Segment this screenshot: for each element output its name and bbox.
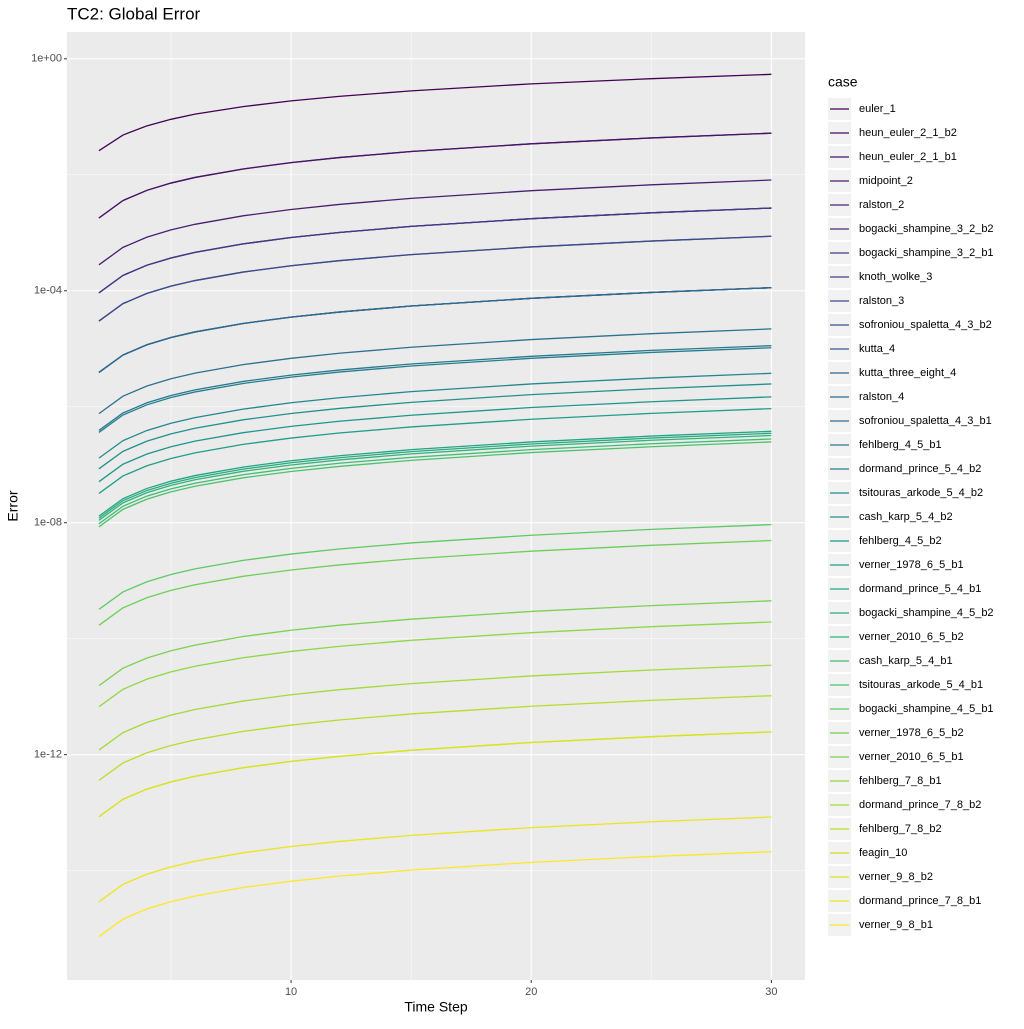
legend-label: dormand_prince_5_4_b2 (859, 463, 981, 475)
legend-label: dormand_prince_7_8_b1 (859, 895, 981, 907)
legend-label: verner_1978_6_5_b2 (859, 727, 964, 739)
grid (67, 32, 805, 980)
legend-label: feagin_10 (859, 847, 907, 859)
legend-label: cash_karp_5_4_b1 (859, 655, 953, 667)
legend-label: verner_2010_6_5_b1 (859, 751, 964, 763)
legend-label: heun_euler_2_1_b1 (859, 151, 957, 163)
legend-label: verner_9_8_b2 (859, 871, 933, 883)
legend-label: dormand_prince_5_4_b1 (859, 583, 981, 595)
x-tick-label: 20 (525, 986, 537, 998)
series-line (98, 621, 772, 708)
legend-label: kutta_4 (859, 343, 895, 355)
series-line (98, 287, 772, 373)
legend-title: case (828, 74, 858, 90)
legend-label: kutta_three_eight_4 (859, 367, 956, 379)
y-tick-label: 1e-08 (34, 517, 62, 529)
x-axis-label: Time Step (404, 999, 467, 1015)
legend-label: knoth_wolke_3 (859, 271, 932, 283)
axes: 1e+00 1e-04 1e-08 1e-12 10 20 30 (31, 53, 777, 998)
series-line (98, 372, 772, 459)
series-line (98, 600, 772, 687)
lines (98, 73, 772, 938)
y-tick-label: 1e-04 (34, 285, 62, 297)
legend-label: ralston_3 (859, 295, 904, 307)
legend-label: sofroniou_spaletta_4_3_b1 (859, 415, 992, 427)
legend-label: bogacki_shampine_3_2_b2 (859, 223, 994, 235)
series-line (98, 539, 772, 626)
plot-panel (67, 32, 805, 980)
legend-label: bogacki_shampine_4_5_b2 (859, 607, 994, 619)
series-line (98, 235, 772, 322)
legend-label: tsitouras_arkode_5_4_b1 (859, 679, 983, 691)
legend-label: bogacki_shampine_3_2_b1 (859, 247, 994, 259)
legend-label: tsitouras_arkode_5_4_b2 (859, 487, 983, 499)
y-tick-label: 1e-12 (34, 749, 62, 761)
legend-label: heun_euler_2_1_b2 (859, 127, 957, 139)
series-line (98, 432, 772, 519)
legend-label: verner_1978_6_5_b1 (859, 559, 964, 571)
legend-label: verner_2010_6_5_b2 (859, 631, 964, 643)
series-line (98, 207, 772, 294)
series-line (98, 664, 772, 751)
series-line (98, 731, 772, 818)
series-line (98, 345, 772, 431)
x-tick-label: 30 (765, 986, 777, 998)
series-line (98, 438, 772, 525)
series-line (98, 132, 772, 219)
series-line (98, 347, 772, 433)
series-line (98, 816, 772, 903)
series-line (98, 383, 772, 470)
series-line (98, 851, 772, 938)
legend-label: fehlberg_4_5_b1 (859, 439, 942, 451)
series-line (98, 695, 772, 781)
legend-label: dormand_prince_7_8_b2 (859, 799, 981, 811)
series-line (98, 430, 772, 517)
series-line (98, 328, 772, 415)
legend-label: fehlberg_4_5_b2 (859, 535, 942, 547)
legend-label: fehlberg_7_8_b2 (859, 823, 942, 835)
legend: euler_1 heun_euler_2_1_b2 heun_euler_2_1_b… (828, 98, 994, 936)
legend-label: euler_1 (859, 103, 896, 115)
chart-title: TC2: Global Error (67, 4, 201, 23)
series-line (98, 523, 772, 610)
y-tick-label: 1e+00 (31, 53, 62, 65)
legend-label: cash_karp_5_4_b2 (859, 511, 953, 523)
legend-label: midpoint_2 (859, 175, 913, 187)
y-axis-label: Error (5, 490, 21, 521)
legend-label: bogacki_shampine_4_5_b1 (859, 703, 994, 715)
legend-label: sofroniou_spaletta_4_3_b2 (859, 319, 992, 331)
series-line (98, 434, 772, 521)
series-line (98, 179, 772, 266)
series-line (98, 407, 772, 494)
series-line (98, 73, 772, 152)
series-line (98, 441, 772, 528)
legend-label: fehlberg_7_8_b1 (859, 775, 942, 787)
x-tick-label: 10 (285, 986, 297, 998)
series-line (98, 396, 772, 483)
legend-label: verner_9_8_b1 (859, 919, 933, 931)
legend-label: ralston_2 (859, 199, 904, 211)
legend-label: ralston_4 (859, 391, 904, 403)
